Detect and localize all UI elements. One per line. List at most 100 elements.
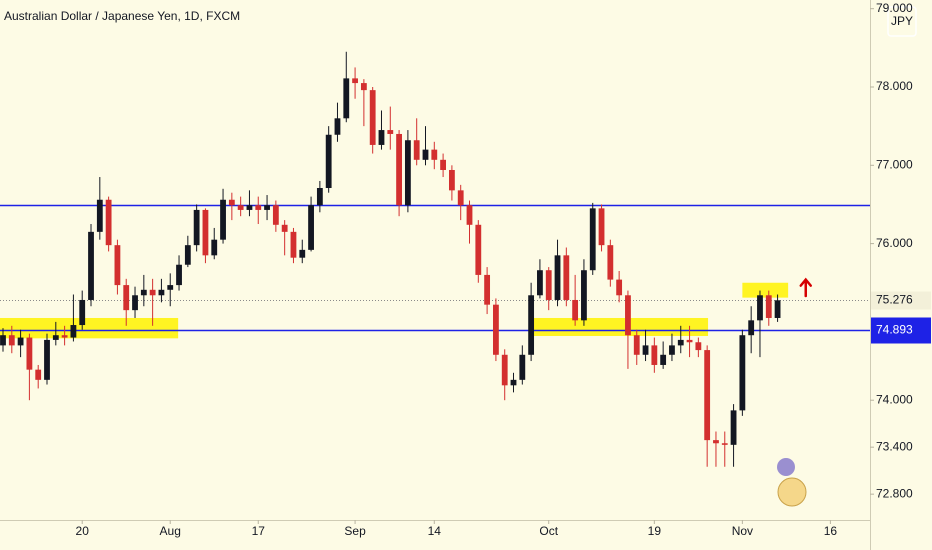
candle-body <box>316 188 323 206</box>
candle-body <box>8 335 15 346</box>
candle-body <box>167 285 174 290</box>
candle-body <box>378 130 385 145</box>
candle-body <box>633 335 640 355</box>
candle-body <box>290 231 297 258</box>
y-tick-label: 74.000 <box>876 392 913 406</box>
candle-body <box>237 205 244 210</box>
highlight-zone <box>0 317 179 339</box>
candle-body <box>413 140 420 160</box>
candle-body <box>589 208 596 271</box>
x-tick-label: 14 <box>428 524 442 538</box>
candle-body <box>475 224 482 275</box>
candle-body <box>193 209 200 246</box>
candle-body <box>343 78 350 119</box>
logo-badge <box>777 458 807 507</box>
x-tick-label: Nov <box>732 524 753 538</box>
candle-body <box>281 224 288 232</box>
candle-body <box>581 270 587 321</box>
candle-body <box>484 274 491 305</box>
candle-body <box>686 339 693 343</box>
last-price-box <box>871 291 931 310</box>
candle-body <box>563 255 570 300</box>
candle-body <box>228 199 235 206</box>
x-tick-label: Aug <box>160 524 181 538</box>
candle-body <box>202 209 209 256</box>
candle-body <box>493 304 499 355</box>
candle-body <box>61 335 68 338</box>
candle-body <box>730 410 737 445</box>
candle-body <box>132 295 138 311</box>
logo-shape <box>777 477 807 507</box>
candle-body <box>17 337 24 346</box>
candle-body <box>774 300 781 318</box>
candle-body <box>554 255 561 300</box>
x-tick-label: 16 <box>824 524 838 538</box>
candle-body <box>158 289 165 296</box>
candle-body <box>149 289 156 296</box>
candle-body <box>264 205 270 210</box>
y-tick-label: 78.000 <box>876 79 913 93</box>
candle-body <box>79 299 86 326</box>
candle-body <box>140 289 147 296</box>
up-arrow <box>799 277 812 298</box>
candle-body <box>651 345 658 365</box>
candle-body <box>510 379 517 386</box>
candle-body <box>105 199 112 246</box>
candle-body <box>713 440 719 444</box>
candle-body <box>642 345 649 355</box>
candle-body <box>448 169 455 191</box>
plot-area <box>0 51 870 467</box>
candle-body <box>721 443 728 445</box>
level-price-box <box>871 317 931 344</box>
candle-body <box>70 325 77 338</box>
candle-body <box>184 245 191 265</box>
x-tick-label: 17 <box>252 524 266 538</box>
candle-body <box>325 134 332 189</box>
candle-body <box>572 299 579 321</box>
candle-body <box>537 270 543 296</box>
candle-body <box>176 264 182 286</box>
x-tick-label: Sep <box>344 524 366 538</box>
candle-body <box>255 205 262 210</box>
last-price-label: 75.276 <box>876 293 913 307</box>
candle-body <box>765 295 772 318</box>
candle-body <box>308 205 314 250</box>
candle-body <box>387 130 394 134</box>
candle-body <box>123 285 130 311</box>
candle-body <box>677 339 684 346</box>
currency-button[interactable] <box>887 6 917 37</box>
candle-body <box>616 279 623 296</box>
candle-body <box>0 335 6 346</box>
candle-body <box>440 159 447 170</box>
y-tick-label: 79.000 <box>876 1 913 15</box>
highlight-zone <box>742 282 789 298</box>
candle-body <box>545 270 552 300</box>
y-tick-label: 76.000 <box>876 236 913 250</box>
y-tick-label: 77.000 <box>876 157 913 171</box>
candle-body <box>360 83 367 91</box>
x-tick-label: 20 <box>76 524 90 538</box>
candle-body <box>246 205 253 210</box>
y-tick-label: 72.800 <box>876 486 913 500</box>
candle-body <box>44 339 50 380</box>
candle-body <box>220 199 226 240</box>
candle-body <box>369 90 376 145</box>
candle-body <box>422 149 429 160</box>
candle-body <box>598 208 605 246</box>
candle-body <box>88 231 94 300</box>
chart-title: Australian Dollar / Japanese Yen, 1D, FX… <box>4 9 240 23</box>
candle-body <box>299 249 306 258</box>
y-tick-label: 73.400 <box>876 439 913 453</box>
candle-body <box>739 335 746 411</box>
highlight-zone <box>530 317 709 336</box>
candle-body <box>528 295 535 355</box>
candle-body <box>457 190 464 206</box>
candle-body <box>334 118 341 135</box>
candle-body <box>625 295 631 336</box>
x-tick-label: 19 <box>648 524 662 538</box>
currency-label[interactable]: JPY <box>891 14 913 28</box>
logo-shape <box>777 458 795 476</box>
candle-body <box>96 199 103 232</box>
